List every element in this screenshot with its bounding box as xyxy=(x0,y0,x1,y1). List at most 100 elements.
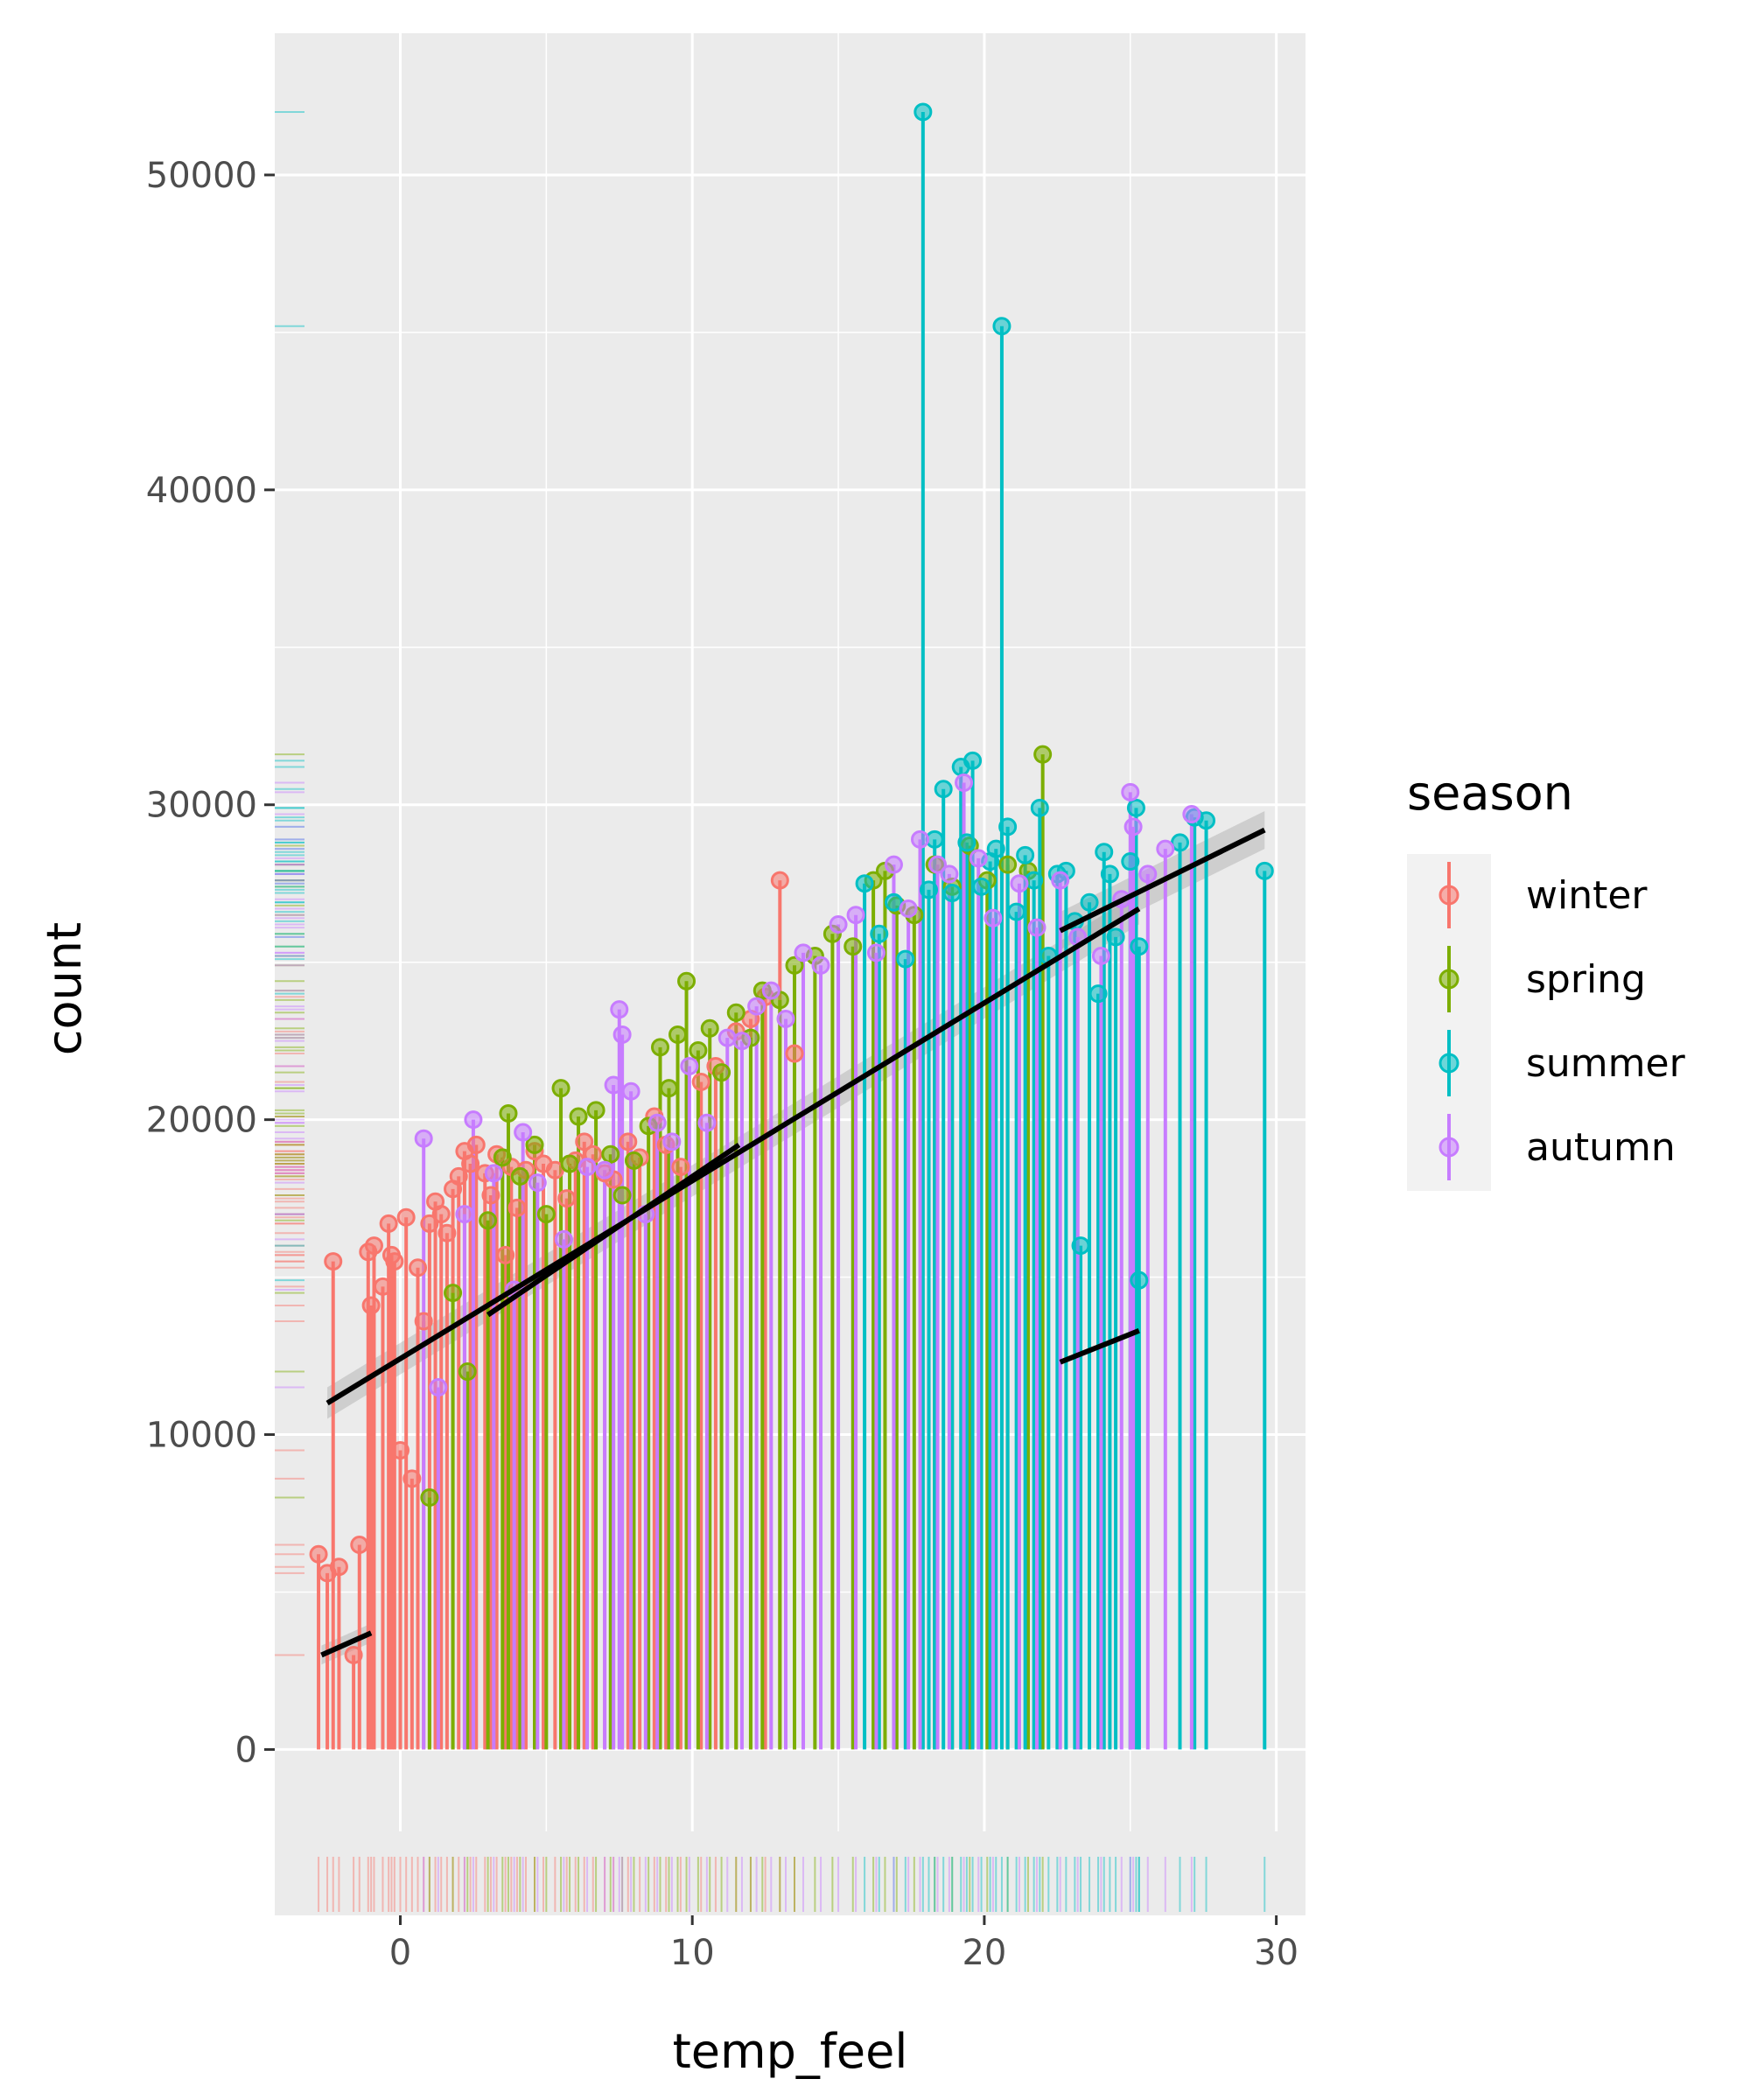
trend-line xyxy=(1059,1327,1140,1365)
point-summer xyxy=(1016,845,1035,864)
point-summer xyxy=(1197,811,1216,830)
point-autumn xyxy=(1051,871,1070,890)
point-spring xyxy=(612,1186,632,1205)
x-tick-label: 10 xyxy=(670,1933,715,1973)
x-axis: 0 10 20 30 xyxy=(389,1915,1298,1973)
point-winter xyxy=(466,1135,486,1154)
lollipop-segments xyxy=(317,111,1267,1750)
point-autumn xyxy=(528,1173,547,1193)
point-winter xyxy=(496,1245,515,1264)
point-summer xyxy=(914,102,933,122)
legend-label: summer xyxy=(1526,1041,1686,1086)
lollipop-points xyxy=(309,102,1274,1664)
trend-line xyxy=(326,906,1141,1406)
point-winter xyxy=(379,1214,398,1233)
point-winter xyxy=(481,1186,500,1205)
legend-item-summer: summer xyxy=(1438,1030,1686,1096)
y-tick-label: 0 xyxy=(235,1730,257,1770)
point-autumn xyxy=(514,1123,533,1142)
legend-item-autumn: autumn xyxy=(1438,1114,1676,1180)
point-spring xyxy=(499,1103,518,1123)
point-spring xyxy=(712,1063,732,1082)
point-winter xyxy=(438,1223,457,1242)
point-winter xyxy=(557,1189,577,1208)
point-spring xyxy=(444,1284,463,1303)
point-autumn xyxy=(846,906,865,925)
point-spring xyxy=(726,1003,746,1022)
point-autumn xyxy=(648,1113,667,1132)
legend-key-point xyxy=(1438,969,1460,990)
legend-key-point xyxy=(1438,885,1460,906)
point-summer xyxy=(1126,798,1145,817)
point-winter xyxy=(309,1544,328,1564)
point-summer xyxy=(998,817,1018,836)
x-tick-label: 20 xyxy=(962,1933,1006,1973)
point-spring xyxy=(689,1040,708,1060)
point-autumn xyxy=(697,1113,717,1132)
legend-item-spring: spring xyxy=(1438,946,1646,1012)
point-summer xyxy=(1130,1270,1149,1290)
point-summer xyxy=(855,874,874,893)
point-summer xyxy=(986,839,1005,858)
point-autumn xyxy=(984,908,1003,928)
point-autumn xyxy=(1121,782,1140,802)
point-autumn xyxy=(612,1025,632,1044)
point-winter xyxy=(431,1205,451,1224)
point-autumn xyxy=(455,1205,474,1224)
point-autumn xyxy=(464,1110,483,1130)
point-autumn xyxy=(604,1075,623,1095)
point-summer xyxy=(1171,833,1190,852)
point-spring xyxy=(586,1101,606,1120)
point-winter xyxy=(770,871,789,890)
point-autumn xyxy=(732,1032,752,1051)
point-spring xyxy=(420,1488,439,1508)
point-autumn xyxy=(955,774,974,793)
point-autumn xyxy=(610,1000,629,1019)
point-winter xyxy=(390,1441,410,1460)
point-winter xyxy=(361,1296,381,1315)
point-autumn xyxy=(578,1158,597,1177)
point-spring xyxy=(677,971,696,990)
point-winter xyxy=(414,1312,433,1331)
point-spring xyxy=(510,1166,529,1186)
y-axis: 0 10000 20000 30000 40000 50000 xyxy=(146,156,275,1770)
trend-line xyxy=(320,1630,373,1658)
point-spring xyxy=(624,1151,643,1170)
point-summer xyxy=(942,884,962,903)
point-spring xyxy=(569,1107,588,1126)
legend-key-point xyxy=(1438,1137,1460,1158)
point-autumn xyxy=(761,981,780,1000)
legend: season winter spring summer autumn xyxy=(1407,766,1686,1191)
point-autumn xyxy=(429,1378,448,1397)
point-autumn xyxy=(484,1164,503,1183)
point-summer xyxy=(972,877,991,896)
point-spring xyxy=(668,1025,688,1044)
point-autumn xyxy=(1156,839,1175,858)
y-tick-label: 20000 xyxy=(146,1101,257,1141)
point-winter xyxy=(449,1166,468,1186)
legend-label: winter xyxy=(1526,873,1648,918)
point-winter xyxy=(396,1208,416,1227)
y-tick-label: 40000 xyxy=(146,471,257,511)
point-autumn xyxy=(969,849,988,868)
point-summer xyxy=(896,949,915,969)
point-spring xyxy=(700,1018,719,1038)
point-winter xyxy=(402,1469,422,1488)
trend-line xyxy=(486,1142,741,1318)
point-spring xyxy=(560,1154,579,1173)
point-autumn xyxy=(595,1160,614,1180)
point-summer xyxy=(1030,798,1049,817)
point-autumn xyxy=(662,1132,682,1152)
point-summer xyxy=(1100,864,1119,884)
point-autumn xyxy=(940,864,959,884)
point-autumn xyxy=(1182,805,1201,824)
point-winter xyxy=(385,1252,404,1271)
point-spring xyxy=(551,1079,570,1098)
y-tick-label: 10000 xyxy=(146,1416,257,1456)
point-summer xyxy=(1255,861,1274,880)
point-winter xyxy=(420,1214,439,1233)
point-winter xyxy=(329,1558,348,1577)
point-summer xyxy=(1071,1236,1090,1256)
point-summer xyxy=(1080,892,1099,912)
